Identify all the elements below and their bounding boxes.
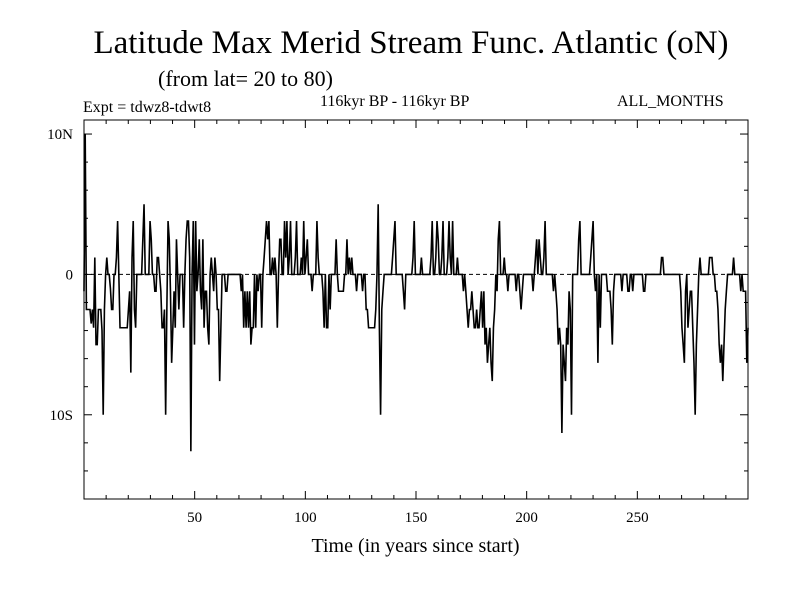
series-line [83,134,749,452]
x-tick-label: 200 [515,510,538,526]
chart-subtitle: (from lat= 20 to 80) [158,66,333,91]
x-tick-label: 50 [187,510,202,526]
plot-frame [83,119,749,500]
x-tick-label: 150 [405,510,428,526]
x-tick-label: 250 [626,510,649,526]
experiment-label: Expt = tdwz8-tdwt8 [83,99,212,116]
months-label: ALL_MONTHS [617,93,724,110]
chart-title: Latitude Max Merid Stream Func. Atlantic… [93,25,729,61]
x-axis-label: Time (in years since start) [311,535,520,557]
y-tick-label: 10S [50,408,73,424]
x-tick-label: 100 [294,510,317,526]
y-tick-label: 10N [47,127,73,143]
period-label: 116kyr BP - 116kyr BP [320,93,470,110]
y-tick-label: 0 [66,267,74,283]
